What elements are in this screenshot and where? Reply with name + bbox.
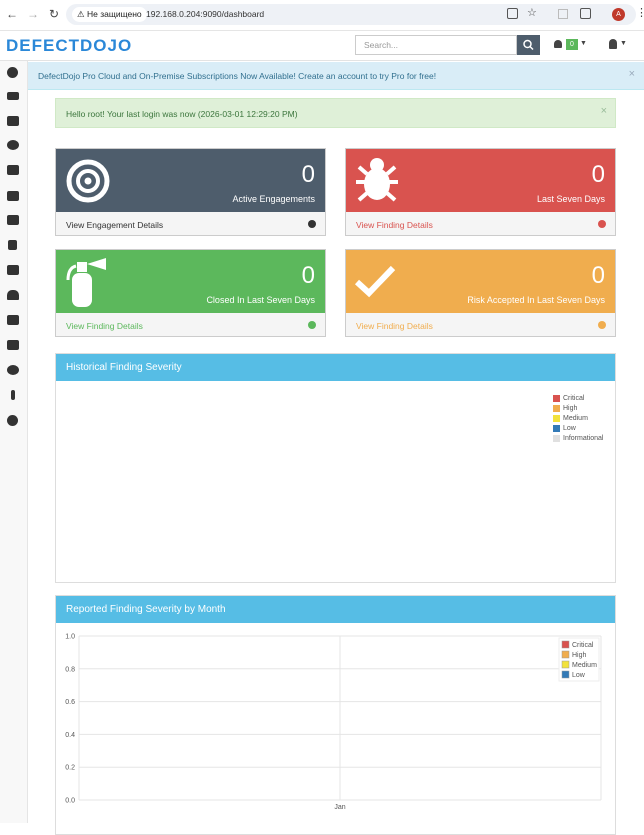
card-top: 0 Last Seven Days [346, 149, 615, 212]
sitemap-icon[interactable] [7, 215, 19, 225]
home-icon[interactable] [7, 340, 19, 350]
alert-text: Hello root! Your last login was now (202… [66, 109, 298, 119]
legend-label: High [563, 405, 578, 412]
upload-icon[interactable] [11, 390, 15, 400]
card-top: 0 Closed In Last Seven Days [56, 250, 325, 313]
card-footer[interactable]: View Engagement Details [56, 212, 325, 235]
pro-banner: DefectDojo Pro Cloud and On-Premise Subs… [28, 62, 644, 90]
dashboard-icon[interactable] [7, 67, 18, 78]
browser-bar: ← → ↻ ⚠ Не защищено 192.168.0.204:9090/d… [0, 0, 644, 31]
card-footer[interactable]: View Finding Details [346, 313, 615, 336]
closed-card: 0 Closed In Last Seven Days View Finding… [55, 249, 326, 337]
bug-icon[interactable] [7, 140, 19, 150]
panel-title: Reported Finding Severity by Month [56, 596, 615, 623]
card-link[interactable]: View Finding Details [66, 321, 143, 331]
card-label: Active Engagements [232, 194, 315, 204]
card-top: 0 Active Engagements [56, 149, 325, 212]
card-link[interactable]: View Finding Details [356, 321, 433, 331]
legend-swatch [553, 424, 560, 432]
historical-panel: Historical Finding Severity Critical High… [55, 353, 616, 583]
back-button[interactable]: ← [6, 7, 18, 21]
legend-label: Medium [563, 415, 588, 422]
translate-icon[interactable] [507, 8, 518, 19]
user-icon[interactable] [609, 39, 617, 49]
check-icon [354, 265, 396, 298]
close-button[interactable]: × [600, 105, 607, 117]
calendar-icon[interactable] [7, 315, 19, 325]
legend-label: Critical [563, 395, 585, 402]
notification-badge[interactable]: 0 [566, 39, 578, 50]
inbox-icon[interactable] [7, 116, 19, 126]
forward-button[interactable]: → [27, 7, 39, 21]
app-header: DEFECTDOJO Search... 0 ▼ ▼ [0, 31, 644, 61]
search-input[interactable]: Search... [355, 35, 517, 55]
dropdown-caret[interactable]: ▼ [620, 40, 627, 47]
logo[interactable]: DEFECTDOJO [6, 36, 133, 55]
legend: Critical High Medium Low Informational [553, 394, 603, 444]
chart-icon[interactable] [7, 265, 19, 275]
arrow-icon [598, 321, 606, 329]
arrow-icon [598, 220, 606, 228]
table-icon[interactable] [7, 191, 19, 201]
panel-title: Historical Finding Severity [56, 354, 615, 381]
arrow-icon [308, 321, 316, 329]
card-footer[interactable]: View Finding Details [346, 212, 615, 235]
card-label: Closed In Last Seven Days [206, 295, 315, 305]
bell-icon[interactable] [554, 40, 562, 48]
legend-item[interactable]: Low [553, 424, 603, 434]
address-bar[interactable] [66, 4, 636, 25]
legend-swatch [553, 404, 560, 412]
legend-item[interactable]: Critical [553, 394, 603, 404]
search-button[interactable] [517, 35, 540, 55]
security-text: Не защищено [86, 9, 142, 19]
legend-swatch [553, 414, 560, 422]
legend-swatch [553, 394, 560, 402]
card-top: 0 Risk Accepted In Last Seven Days [346, 250, 615, 313]
monthly-panel: Reported Finding Severity by Month [55, 595, 616, 835]
legend-label: Low [563, 425, 576, 432]
security-chip[interactable]: ⚠ Не защищено [72, 7, 147, 22]
menu-icon[interactable]: ⋮ [636, 7, 644, 19]
card-count: 0 [301, 161, 315, 188]
arrow-icon[interactable] [7, 415, 18, 426]
target-icon [66, 159, 110, 203]
legend-item[interactable]: High [553, 404, 603, 414]
extinguisher-icon [66, 258, 106, 307]
findings-card: 0 Last Seven Days View Finding Details [345, 148, 616, 236]
legend-label: Informational [563, 435, 604, 442]
url: 192.168.0.204:9090/dashboard [146, 9, 265, 19]
sidebar [0, 61, 28, 823]
dropdown-caret[interactable]: ▼ [580, 40, 587, 47]
legend-item[interactable]: Medium [553, 414, 603, 424]
extensions-icon[interactable] [580, 8, 591, 19]
legend-item[interactable]: Informational [553, 434, 603, 444]
close-button[interactable]: × [628, 68, 635, 80]
bug-icon [356, 158, 398, 202]
search-icon [523, 39, 534, 51]
engagements-card: 0 Active Engagements View Engagement Det… [55, 148, 326, 236]
file-icon[interactable] [8, 240, 17, 250]
card-count: 0 [591, 262, 605, 289]
user-icon[interactable] [7, 290, 19, 300]
bookmark-icon[interactable]: ☆ [527, 7, 537, 19]
card-footer[interactable]: View Finding Details [56, 313, 325, 336]
card-label: Risk Accepted In Last Seven Days [467, 295, 605, 305]
card-link[interactable]: View Engagement Details [66, 220, 164, 230]
extension-icon[interactable] [558, 9, 568, 19]
card-label: Last Seven Days [536, 194, 605, 204]
profile-avatar[interactable]: A [612, 8, 625, 21]
card-count: 0 [591, 161, 605, 188]
reload-button[interactable]: ↻ [49, 7, 60, 21]
banner-text: DefectDojo Pro Cloud and On-Premise Subs… [38, 71, 437, 81]
legend-swatch [553, 434, 560, 442]
card-link[interactable]: View Finding Details [356, 220, 433, 230]
settings-icon[interactable] [7, 365, 19, 375]
card-count: 0 [301, 262, 315, 289]
warning-icon[interactable] [7, 165, 19, 175]
list-icon[interactable] [7, 92, 19, 100]
risk-accepted-card: 0 Risk Accepted In Last Seven Days View … [345, 249, 616, 337]
arrow-icon [308, 220, 316, 228]
login-alert: Hello root! Your last login was now (202… [55, 98, 616, 128]
